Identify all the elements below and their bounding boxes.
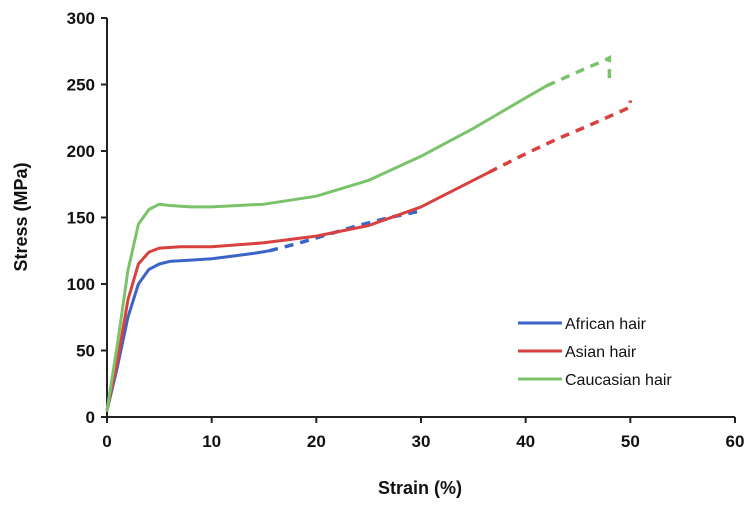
series-line-asian-hair — [105, 170, 491, 412]
y-tick-label: 150 — [67, 209, 95, 228]
y-axis-label: Stress (MPa) — [11, 162, 31, 271]
series-line-caucasian-hair — [105, 84, 549, 412]
legend-label-caucasian-hair: Caucasian hair — [565, 372, 672, 389]
x-tick-label: 60 — [726, 432, 745, 451]
y-tick-label: 250 — [67, 76, 95, 95]
x-tick-label: 20 — [307, 432, 326, 451]
y-tick-label: 50 — [76, 342, 95, 361]
y-tick-label: 300 — [67, 9, 95, 28]
legend-label-asian-hair: Asian hair — [565, 344, 637, 361]
x-axis-label: Strain (%) — [378, 478, 462, 498]
axes: 0 50 100 150 200 250 300 0 10 20 30 40 50 60 — [67, 9, 745, 451]
y-tick-label: 0 — [86, 408, 95, 427]
legend: African hair Asian hair Caucasian hair — [518, 316, 672, 389]
x-tick-label: 30 — [412, 432, 431, 451]
series-dashed-caucasian-hair — [545, 55, 612, 88]
series-dashed-asian-hair — [488, 100, 633, 174]
y-tick-label: 200 — [67, 142, 95, 161]
series-layer — [105, 55, 633, 412]
x-tick-label: 40 — [516, 432, 535, 451]
series-line-african-hair — [105, 249, 271, 412]
x-tick-label: 0 — [102, 432, 111, 451]
legend-label-african-hair: African hair — [565, 316, 647, 333]
x-tick-label: 10 — [202, 432, 221, 451]
x-tick-label: 50 — [621, 432, 640, 451]
y-tick-label: 100 — [67, 275, 95, 294]
